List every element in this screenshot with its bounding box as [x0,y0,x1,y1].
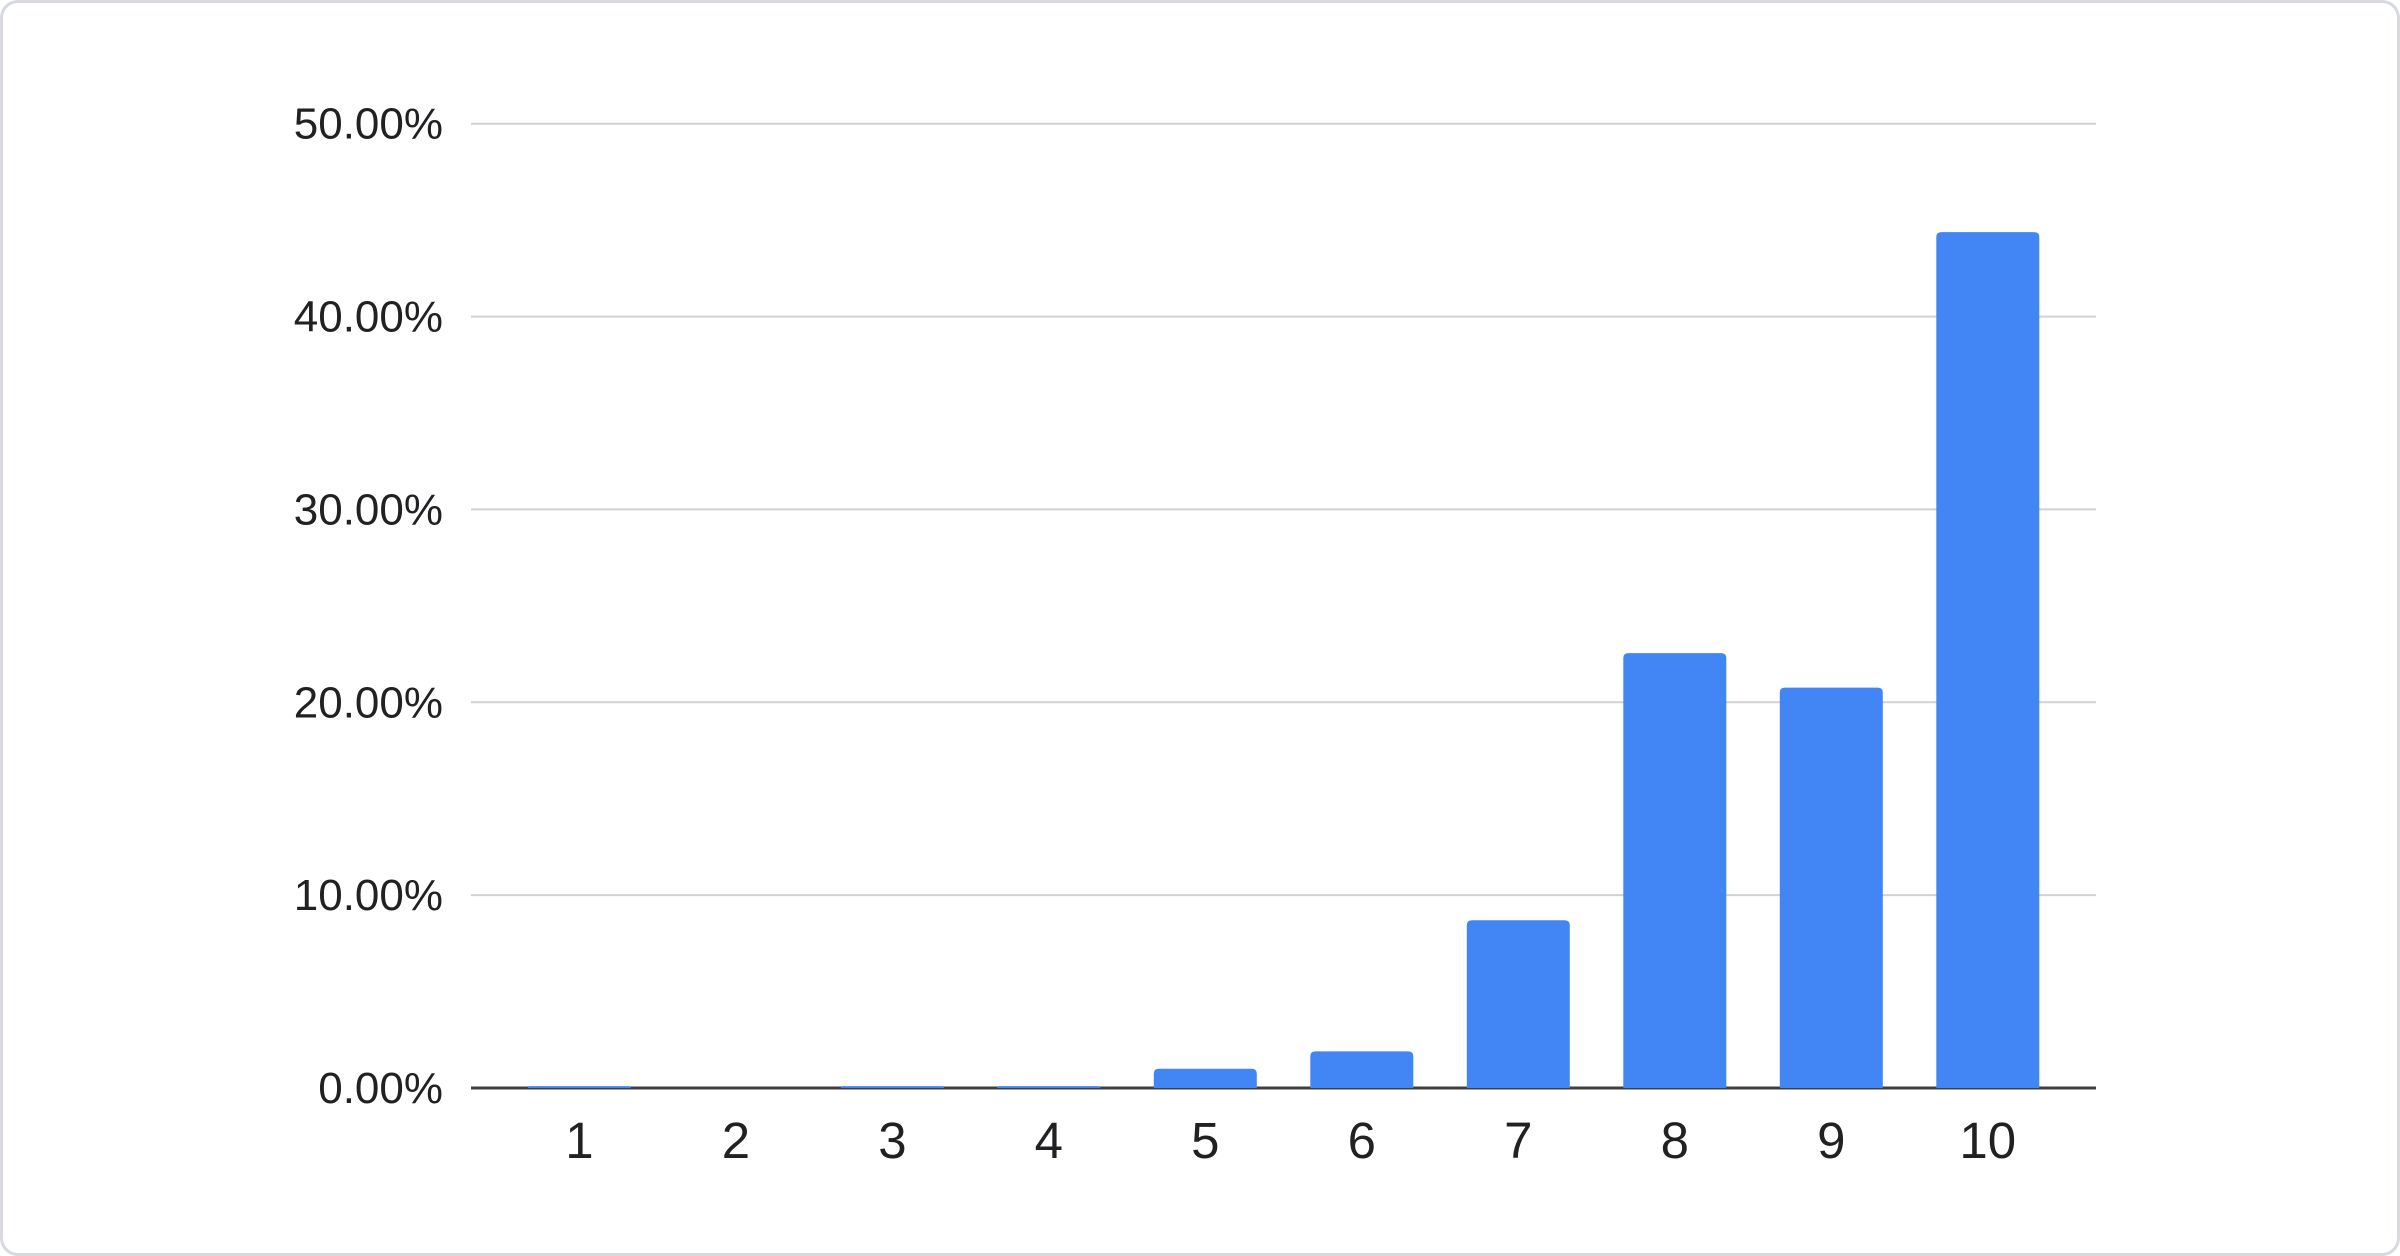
svg-text:5: 5 [1191,1112,1219,1169]
svg-text:9: 9 [1817,1112,1845,1169]
svg-text:7: 7 [1504,1112,1532,1169]
svg-text:30.00%: 30.00% [294,485,443,534]
svg-text:10: 10 [1959,1112,2016,1169]
svg-text:40.00%: 40.00% [294,293,443,342]
svg-text:4: 4 [1035,1112,1063,1169]
svg-text:2: 2 [722,1112,750,1169]
svg-text:3: 3 [878,1112,906,1169]
svg-text:6: 6 [1348,1112,1376,1169]
svg-text:1: 1 [565,1112,593,1169]
svg-text:10.00%: 10.00% [294,871,443,920]
svg-text:20.00%: 20.00% [294,678,443,727]
svg-text:0.00%: 0.00% [318,1064,443,1113]
svg-text:50.00%: 50.00% [294,100,443,149]
svg-text:8: 8 [1661,1112,1689,1169]
